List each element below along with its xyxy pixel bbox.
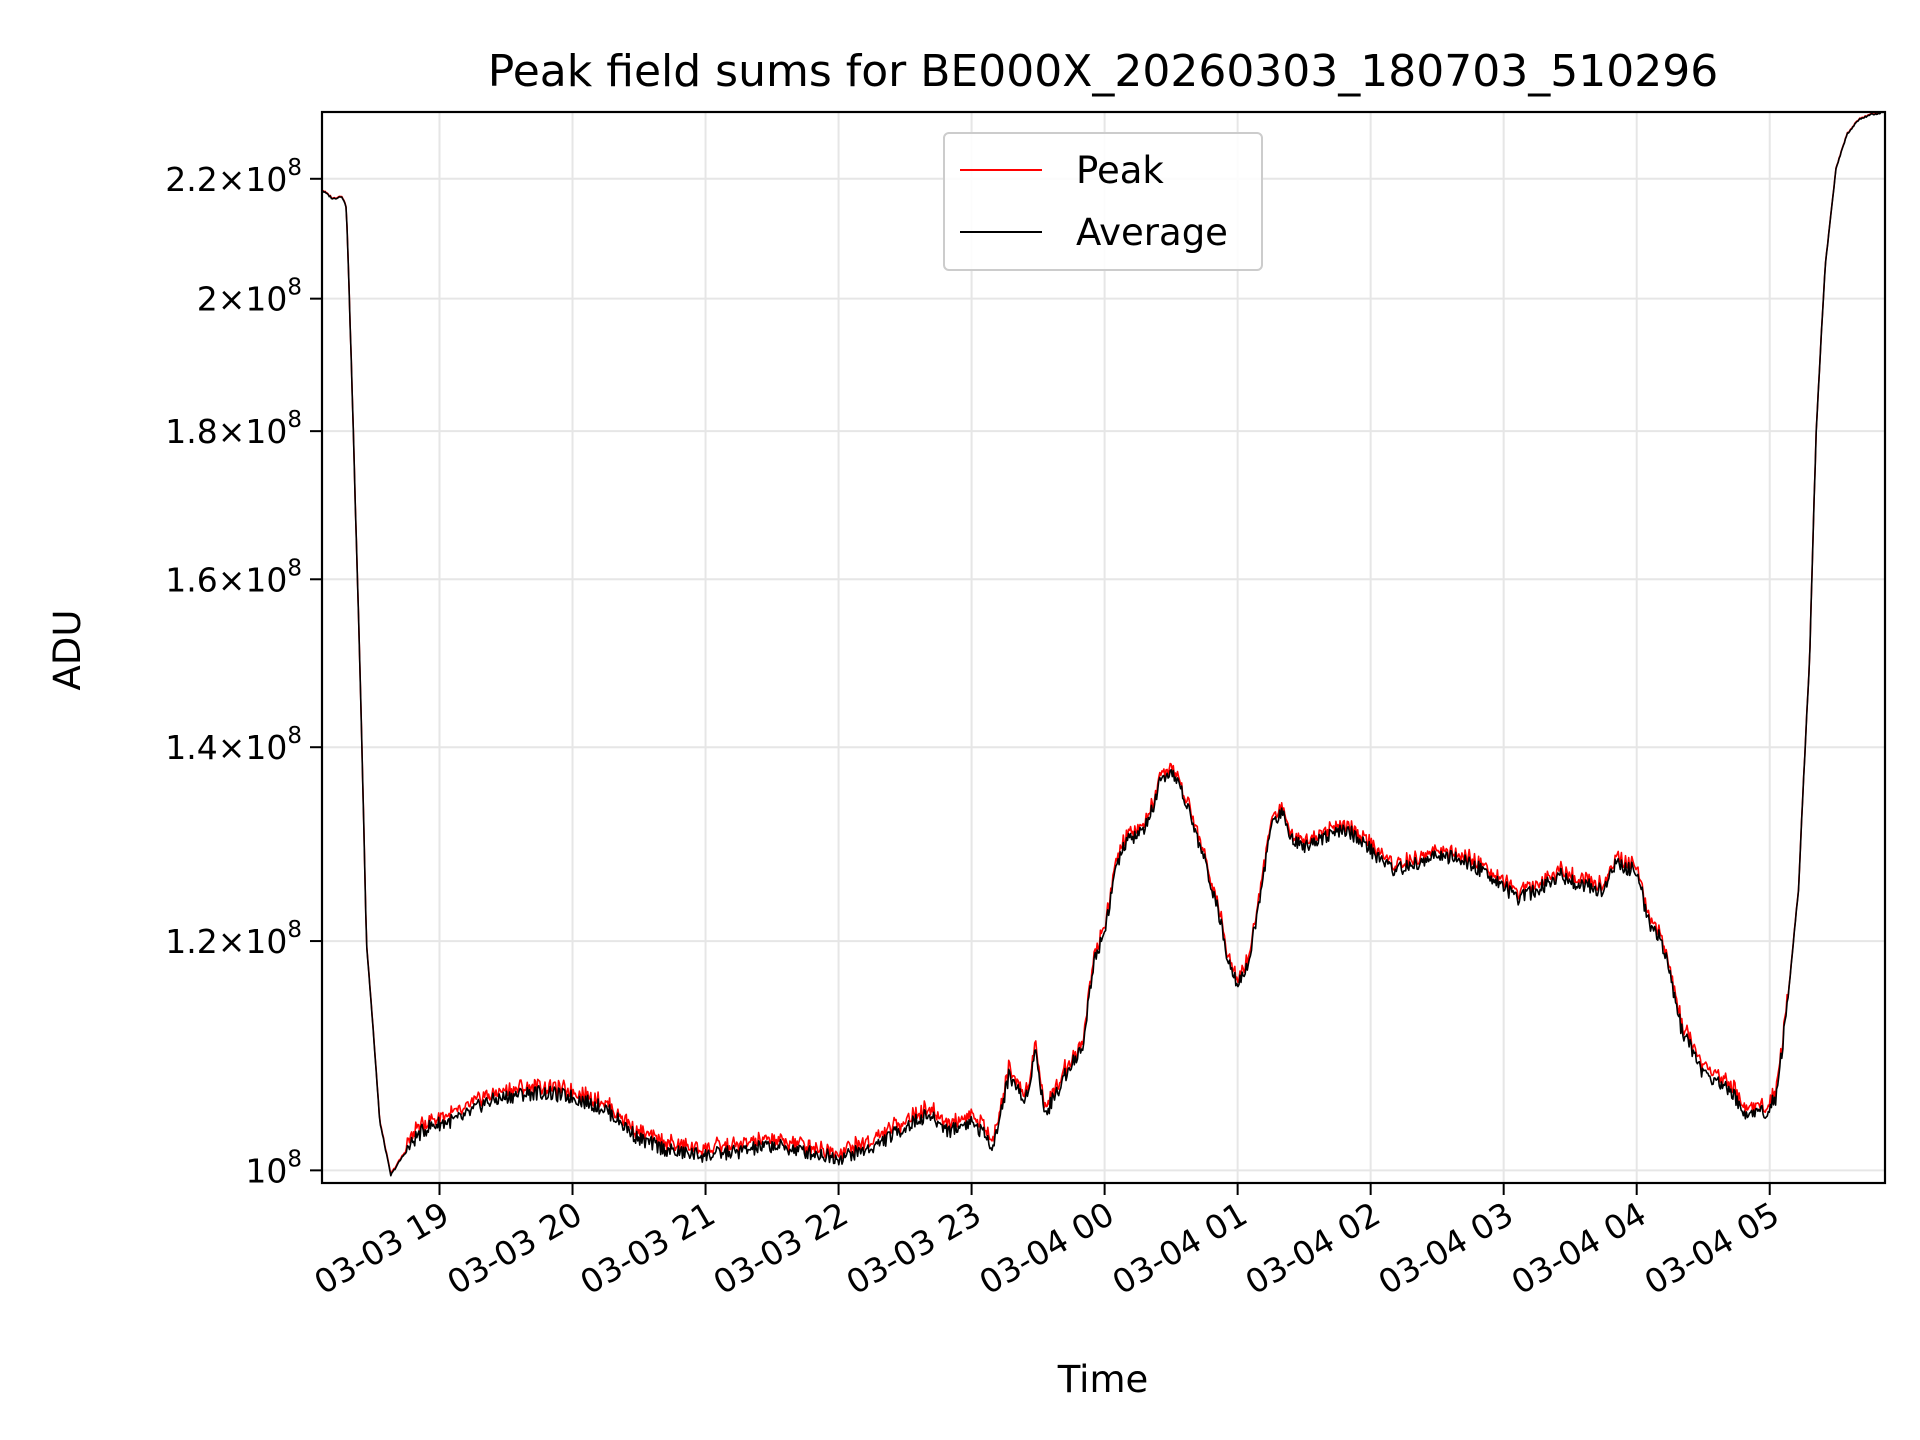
legend-box bbox=[943, 132, 1263, 271]
y-tick-label: 108 bbox=[245, 1146, 302, 1190]
y-tick-label: 1.8×108 bbox=[165, 407, 302, 451]
y-tick-label: 2×108 bbox=[197, 275, 302, 319]
plot-frame bbox=[320, 110, 1887, 1185]
y-tick-label: 2.2×108 bbox=[165, 155, 302, 199]
series-lines bbox=[321, 111, 1886, 1177]
legend-label-average: Average bbox=[1076, 211, 1228, 254]
y-axis-label: ADU bbox=[46, 610, 89, 691]
y-tick-label: 1.4×108 bbox=[165, 723, 302, 767]
y-axis: 108 1.2×108 1.4×108 1.6×108 1.8×108 2×108 2.2×… bbox=[165, 155, 322, 1190]
y-tick-label: 1.2×108 bbox=[165, 917, 302, 961]
legend: Peak Average bbox=[943, 132, 1263, 271]
x-axis-label: Time bbox=[1057, 1358, 1149, 1401]
legend-label-peak: Peak bbox=[1076, 149, 1164, 192]
grid-lines bbox=[322, 112, 1885, 1183]
chart-title: Peak field sums for BE000X_20260303_1807… bbox=[488, 46, 1718, 97]
series-line-average bbox=[321, 111, 1886, 1177]
y-tick-label: 1.6×108 bbox=[165, 555, 302, 599]
